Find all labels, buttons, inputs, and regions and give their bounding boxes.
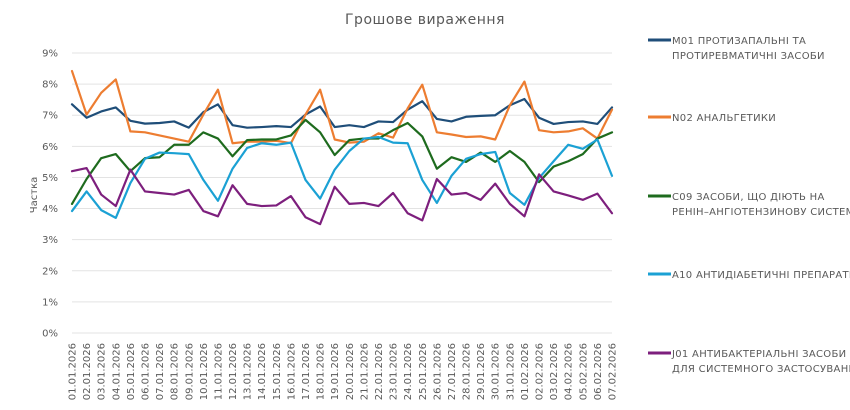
x-tick-label: 09.01.2026 [184, 343, 195, 400]
x-tick-label: 29.01.2026 [476, 343, 487, 400]
x-tick-label: 13.01.2026 [243, 343, 254, 400]
legend-label-4: A10 АНТИДІАБЕТИЧНІ ПРЕПАРАТИ [672, 270, 850, 281]
x-tick-label: 05.02.2026 [578, 343, 589, 400]
x-tick-label: 27.01.2026 [447, 343, 458, 400]
y-tick-label: 8% [42, 80, 58, 91]
x-tick-label: 16.01.2026 [286, 343, 297, 400]
series-lines [70, 69, 614, 226]
x-tick-label: 21.01.2026 [359, 343, 370, 400]
x-tick-label: 23.01.2026 [389, 343, 400, 400]
x-tick-label: 04.02.2026 [564, 343, 575, 400]
y-tick-label: 9% [42, 49, 58, 60]
x-tick-label: 07.02.2026 [608, 343, 619, 400]
x-tick-label: 15.01.2026 [272, 343, 283, 400]
x-tick-label: 01.02.2026 [520, 343, 531, 400]
legend-label-5: ДЛЯ СИСТЕМНОГО ЗАСТОСУВАННЯ [672, 364, 850, 375]
legend-label-2: N02 АНАЛЬГЕТИКИ [672, 113, 776, 124]
legend-label-3: C09 ЗАСОБИ, ЩО ДІЮТЬ НА [672, 192, 825, 203]
x-tick-label: 19.01.2026 [330, 343, 341, 400]
chart-title: Грошове вираження [345, 12, 505, 28]
legend-label-1: M01 ПРОТИЗАПАЛЬНІ ТА [672, 36, 806, 47]
series-line-2 [70, 69, 614, 145]
x-tick-label: 24.01.2026 [403, 343, 414, 400]
x-axis-ticks: 01.01.2026 02.01.2026 03.01.2026 04.01.2026… [68, 343, 619, 400]
legend-label-5: J01 АНТИБАКТЕРІАЛЬНІ ЗАСОБИ [671, 349, 846, 360]
x-tick-label: 06.02.2026 [593, 343, 604, 400]
y-tick-label: 4% [42, 204, 58, 215]
y-tick-label: 2% [42, 266, 58, 277]
x-tick-label: 22.01.2026 [374, 343, 385, 400]
x-tick-label: 06.01.2026 [140, 343, 151, 400]
series-line-1 [70, 97, 614, 129]
y-tick-label: 6% [42, 142, 58, 153]
x-tick-label: 04.01.2026 [111, 343, 122, 400]
y-tick-label: 1% [42, 297, 58, 308]
y-tick-label: 5% [42, 173, 58, 184]
x-tick-label: 01.01.2026 [68, 343, 79, 400]
y-tick-label: 0% [42, 329, 58, 340]
series-line-5 [70, 167, 614, 226]
y-axis-label: Частка [29, 177, 40, 213]
legend-label-1: ПРОТИРЕВМАТИЧНІ ЗАСОБИ [672, 51, 825, 62]
y-tick-label: 7% [42, 111, 58, 122]
x-tick-label: 26.01.2026 [432, 343, 443, 400]
x-tick-label: 03.01.2026 [97, 343, 108, 400]
x-tick-label: 14.01.2026 [257, 343, 268, 400]
x-tick-label: 30.01.2026 [491, 343, 502, 400]
legend: M01 ПРОТИЗАПАЛЬНІ ТА ПРОТИРЕВМАТИЧНІ ЗАСО… [648, 36, 850, 375]
x-tick-label: 10.01.2026 [199, 343, 210, 400]
x-tick-label: 05.01.2026 [126, 343, 137, 400]
x-tick-label: 18.01.2026 [316, 343, 327, 400]
legend-label-3: РЕНІН–АНГІОТЕНЗИНОВУ СИСТЕМУ [672, 207, 850, 218]
x-tick-label: 28.01.2026 [462, 343, 473, 400]
x-tick-label: 31.01.2026 [505, 343, 516, 400]
x-tick-label: 11.01.2026 [213, 343, 224, 400]
series-line-3 [70, 118, 614, 205]
x-tick-label: 12.01.2026 [228, 343, 239, 400]
x-tick-label: 07.01.2026 [155, 343, 166, 400]
y-tick-label: 3% [42, 235, 58, 246]
x-tick-label: 02.01.2026 [82, 343, 93, 400]
x-tick-label: 25.01.2026 [418, 343, 429, 400]
x-tick-label: 20.01.2026 [345, 343, 356, 400]
x-tick-label: 02.02.2026 [535, 343, 546, 400]
x-tick-label: 08.01.2026 [170, 343, 181, 400]
x-tick-label: 17.01.2026 [301, 343, 312, 400]
series-line-4 [70, 135, 614, 219]
y-axis-ticks: 0% 1% 2% 3% 4% 5% 6% 7% 8% 9% [42, 49, 58, 340]
grid [72, 52, 612, 334]
x-tick-label: 03.02.2026 [549, 343, 560, 400]
